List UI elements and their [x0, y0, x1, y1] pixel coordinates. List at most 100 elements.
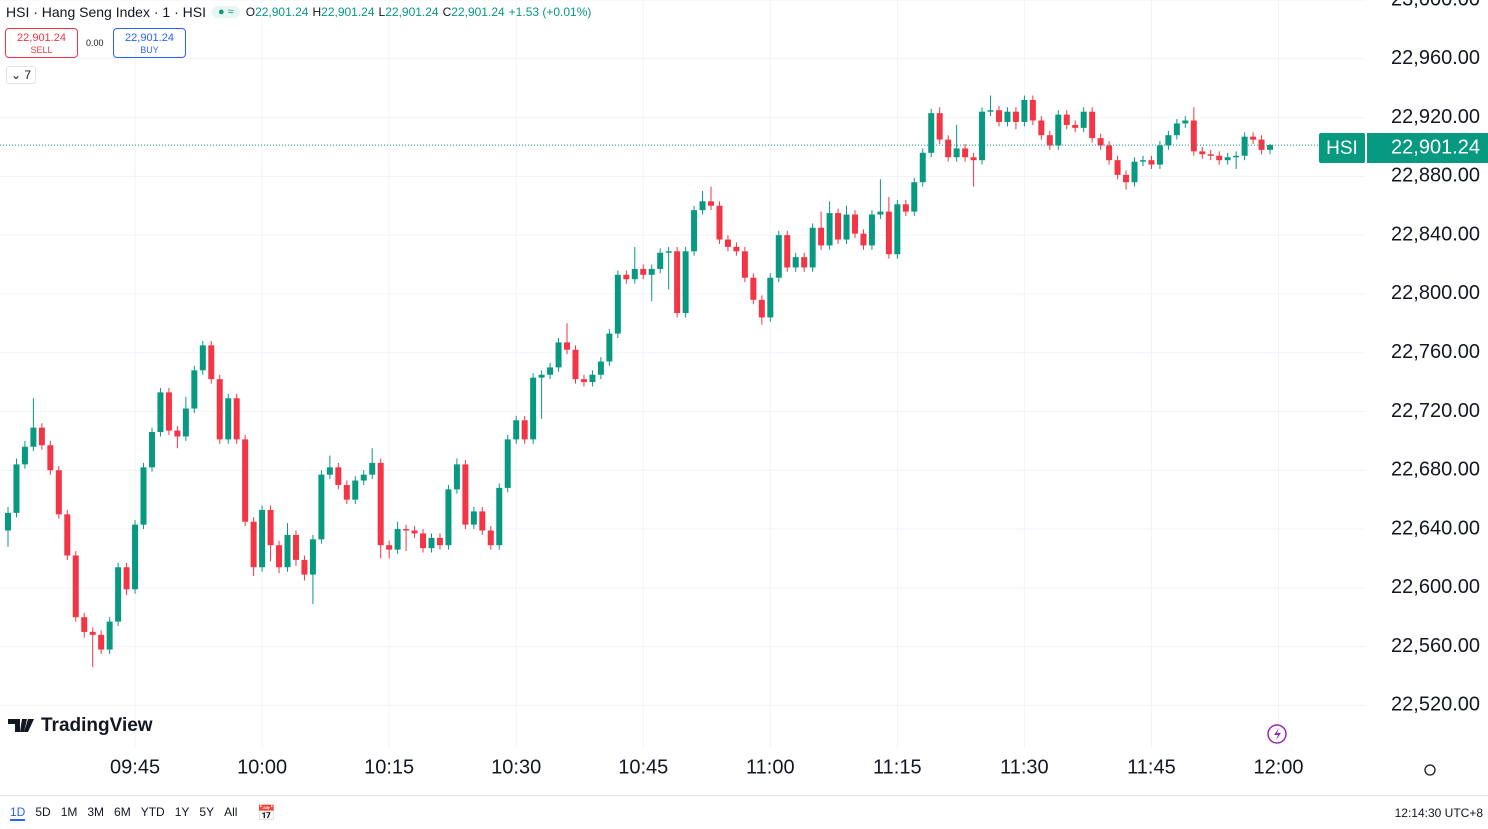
header: HSI · Hang Seng Index · 1 · HSI ● ≈ O22,…: [6, 4, 591, 20]
candle-body: [1063, 114, 1070, 125]
candle-body: [1173, 123, 1180, 136]
candle-body: [123, 567, 130, 590]
legend-key: C: [442, 5, 452, 19]
candle-body: [555, 342, 562, 368]
settings-icon[interactable]: [1424, 764, 1436, 776]
candle-body: [182, 408, 189, 437]
x-tick-label: 12:00: [1253, 756, 1303, 778]
candle-body: [352, 480, 359, 500]
legend-item: L22,901.24: [379, 5, 439, 19]
candle-body: [962, 148, 969, 158]
candle-body: [945, 139, 952, 158]
timeframe[interactable]: 1M: [60, 804, 78, 819]
candle-body: [309, 539, 316, 575]
y-tick-label: 23,000.00: [1391, 0, 1480, 10]
spread: 0.00: [86, 38, 104, 48]
candle-body: [64, 514, 71, 556]
candle-body: [462, 464, 469, 525]
candle-body: [741, 251, 748, 278]
candle-body: [953, 148, 960, 158]
indicator-count: 7: [24, 68, 32, 82]
candle-body: [792, 257, 799, 268]
timeframe[interactable]: 5Y: [199, 804, 215, 819]
lightning-icon[interactable]: [1267, 724, 1287, 744]
candle-body: [72, 555, 79, 618]
clock: 12:14:30 UTC+8: [1394, 806, 1483, 820]
x-tick-label: 11:00: [746, 756, 795, 778]
symbol[interactable]: HSI · Hang Seng Index · 1 · HSI: [6, 4, 206, 20]
date-range-icon[interactable]: 📅: [257, 804, 277, 822]
candle-body: [623, 274, 630, 280]
y-tick-label: 22,520.00: [1391, 694, 1480, 716]
bottom-toolbar: 1D 5D 1M 3M 6M YTD 1Y 5Y All 📅 12:14:30 UTC+8: [0, 795, 1488, 829]
candle-body: [1148, 160, 1155, 165]
candle-body: [1046, 135, 1053, 146]
candle-body: [538, 374, 545, 378]
candle-body: [174, 430, 181, 437]
candle-body: [13, 464, 20, 513]
y-tick-label: 22,880.00: [1391, 165, 1480, 187]
candle-body: [572, 349, 579, 380]
timeframe[interactable]: 5D: [35, 804, 51, 819]
timeframe[interactable]: 6M: [114, 804, 131, 819]
price-tag-bg: [1367, 133, 1488, 163]
candle-body: [699, 201, 706, 211]
sell-label: SELL: [30, 45, 53, 55]
candle-body: [818, 227, 825, 246]
candle-body: [614, 274, 621, 334]
indicators-toggle[interactable]: ⌄ 7: [6, 66, 37, 84]
candle-body: [411, 530, 418, 534]
y-tick-label: 22,840.00: [1391, 223, 1480, 245]
market-status[interactable]: ● ≈: [211, 6, 240, 18]
candle-body: [301, 559, 308, 575]
x-tick-label: 10:30: [491, 756, 541, 778]
candle-body: [597, 361, 604, 375]
candle-body: [902, 204, 909, 212]
y-tick-label: 22,640.00: [1391, 517, 1480, 539]
timeframe[interactable]: 3M: [87, 804, 105, 819]
candle-body: [911, 182, 918, 212]
candle-body: [5, 512, 11, 531]
timeframe[interactable]: 1Y: [174, 804, 190, 819]
candle-body: [1012, 111, 1019, 122]
ohlc-legend: O22,901.24 H22,901.24 L22,901.24 C22,901.24…: [246, 5, 592, 19]
sell-button[interactable]: 22,901.24 SELL: [5, 28, 78, 58]
sell-price: 22,901.24: [17, 32, 66, 44]
candle-body: [98, 634, 105, 650]
y-tick-label: 22,920.00: [1391, 106, 1480, 128]
candle-body: [708, 201, 715, 206]
y-tick-label: 22,680.00: [1391, 459, 1480, 481]
candle-body: [1216, 155, 1223, 161]
candle-body: [1029, 99, 1036, 121]
buy-button[interactable]: 22,901.24 BUY: [113, 28, 186, 58]
candle-body: [420, 533, 427, 549]
candle-body: [157, 392, 164, 433]
candle-body: [47, 445, 54, 471]
candle-body: [242, 439, 249, 522]
candle-body: [360, 474, 367, 481]
candle-body: [775, 235, 782, 278]
timeframe[interactable]: 1D: [10, 804, 26, 821]
candle-body: [936, 113, 943, 140]
candle-body: [682, 251, 689, 314]
candle-body: [564, 342, 571, 350]
candle-body: [276, 545, 283, 568]
x-tick-label: 11:15: [873, 756, 922, 778]
candle-body: [55, 470, 62, 515]
candle-body: [377, 462, 384, 546]
candle-body: [1080, 111, 1087, 128]
candle-body: [1089, 111, 1096, 139]
candle-body: [1021, 99, 1028, 122]
x-tick-label: 09:45: [110, 756, 160, 778]
candle-body: [606, 333, 613, 362]
legend-value: 22,901.24: [321, 5, 375, 19]
candle-body: [132, 524, 139, 590]
candle-body: [386, 545, 393, 550]
logo-text: TradingView: [41, 715, 153, 736]
candle-body: [1258, 139, 1265, 150]
timeframe[interactable]: All: [224, 804, 238, 819]
timeframes: 1D 5D 1M 3M 6M YTD 1Y 5Y All: [0, 805, 237, 821]
candle-body: [335, 467, 342, 485]
timeframe[interactable]: YTD: [140, 804, 165, 819]
candle-body: [165, 392, 172, 431]
